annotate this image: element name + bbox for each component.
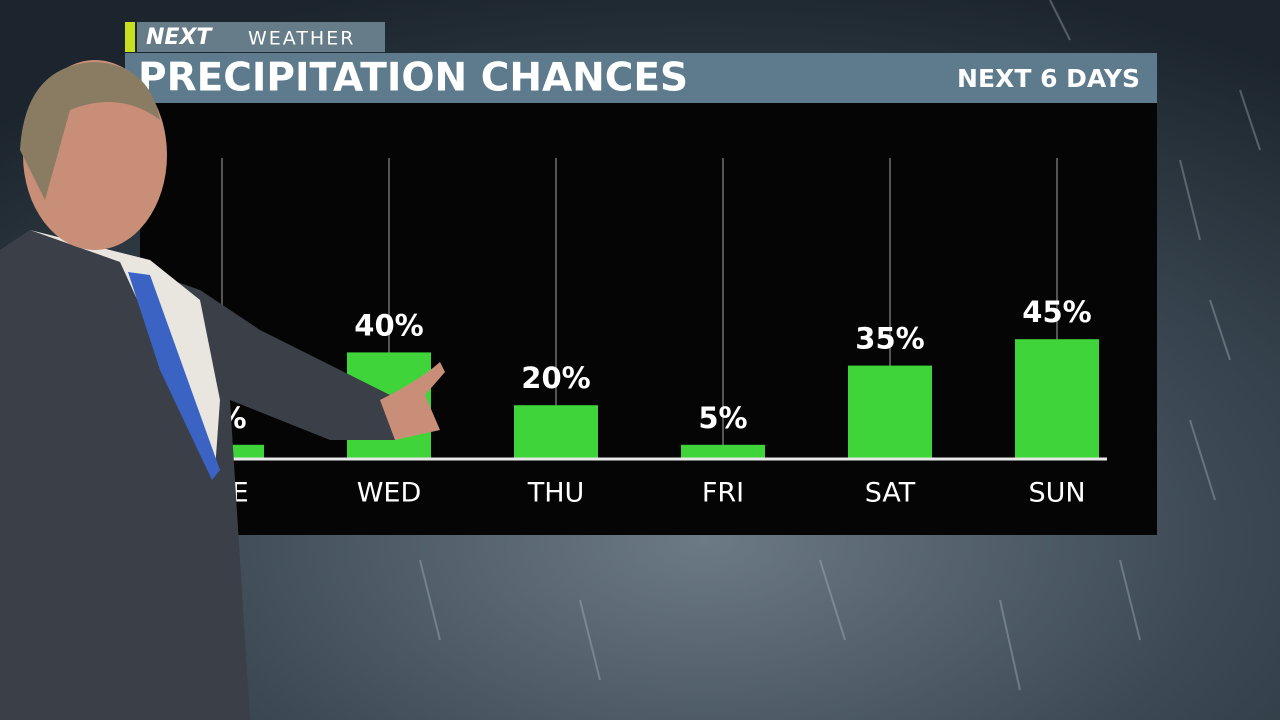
- category-label: THU: [527, 478, 585, 509]
- category-label: WED: [357, 478, 422, 509]
- category-label: FRI: [702, 478, 744, 509]
- value-label: 35%: [855, 322, 924, 356]
- title-bar: [125, 53, 1157, 103]
- bar: [681, 444, 765, 458]
- value-label: 45%: [1022, 295, 1091, 329]
- category-label: SUN: [1028, 478, 1085, 509]
- logo-accent: [125, 22, 135, 52]
- chart-title: PRECIPITATION CHANCES: [138, 56, 688, 101]
- logo-section: WEATHER: [248, 28, 355, 50]
- bar: [848, 365, 932, 458]
- chart-subtitle: NEXT 6 DAYS: [957, 64, 1140, 93]
- category-label: SAT: [865, 478, 916, 509]
- presenter: [0, 60, 445, 720]
- value-label: 5%: [698, 401, 747, 435]
- bar: [1015, 339, 1099, 458]
- value-label: 40%: [354, 308, 423, 342]
- rain: [419, 0, 1261, 691]
- value-label: 20%: [521, 361, 590, 395]
- bar: [514, 405, 598, 458]
- logo: NEXT: [146, 25, 213, 50]
- logo-box: [137, 22, 385, 52]
- chart-panel: [140, 103, 1157, 535]
